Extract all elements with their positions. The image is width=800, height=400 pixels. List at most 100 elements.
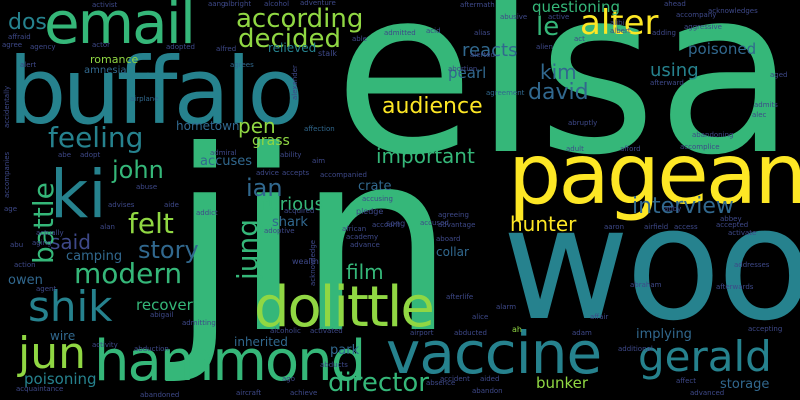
word-owen: owen xyxy=(8,273,43,288)
word-story: story xyxy=(138,236,199,264)
word-song: song xyxy=(386,219,406,228)
word-le: le xyxy=(536,12,560,42)
word-abu: abu xyxy=(10,241,24,249)
word-addict: addict xyxy=(196,209,218,217)
word-adopt: adopt xyxy=(80,151,101,159)
word-alice: alice xyxy=(472,313,489,321)
word-crate: crate xyxy=(358,179,392,194)
word-accuses: accuses xyxy=(200,154,253,169)
word-abandoned: abandoned xyxy=(140,391,180,399)
word-acid: acid xyxy=(426,27,441,35)
word-alec: alec xyxy=(752,111,767,119)
word-access: access xyxy=(674,223,698,231)
word-stalk: stalk xyxy=(318,49,338,58)
word-abortion: abortion xyxy=(448,65,478,73)
word-activist: activist xyxy=(92,1,118,9)
word-abducted: abducted xyxy=(454,329,487,337)
word-affair: affair xyxy=(590,313,609,321)
word-afterward: afterward xyxy=(650,79,684,87)
word-ian: ian xyxy=(246,174,283,202)
word-felt: felt xyxy=(128,207,174,240)
word-accident: accident xyxy=(440,375,470,383)
word-albright: albright xyxy=(224,0,252,8)
word-shik: shik xyxy=(28,282,113,331)
word-advantage: advantage xyxy=(438,221,476,229)
word-important: important xyxy=(376,144,475,168)
word-actually: actually xyxy=(36,229,64,237)
word-alexander: alexander xyxy=(291,65,299,100)
word-action: action xyxy=(14,261,36,269)
word-abduction: abduction xyxy=(134,345,169,353)
word-using: using xyxy=(650,60,699,81)
word-bunker: bunker xyxy=(536,374,589,392)
word-buffalo: buffalo xyxy=(8,38,304,145)
word-feeling: feeling xyxy=(48,121,144,154)
word-director: director xyxy=(328,368,429,398)
word-jin: jin xyxy=(170,97,455,388)
word-relieved: relieved xyxy=(268,41,317,55)
word-wealth: wealth xyxy=(292,257,319,266)
word-agree: agree xyxy=(2,41,23,49)
word-audience: audience xyxy=(382,94,483,119)
word-jung: jung xyxy=(231,218,264,280)
word-interview: interview xyxy=(632,194,734,219)
word-ago: ago xyxy=(282,375,296,383)
word-agreeing: agreeing xyxy=(438,211,469,219)
word-ah: ah xyxy=(512,325,522,334)
word-addresses: addresses xyxy=(734,261,770,269)
word-dolittle: dolittle xyxy=(254,275,435,340)
word-poisoned: poisoned xyxy=(688,40,757,58)
word-accepted: accepted xyxy=(716,221,749,229)
word-african: african xyxy=(342,225,367,233)
word-additional: additional xyxy=(618,345,653,353)
word-alerted: alerted xyxy=(470,51,495,59)
word-accused: accused xyxy=(420,219,449,227)
word-absence: absence xyxy=(426,379,456,387)
word-hunter: hunter xyxy=(510,212,577,236)
word-abraham: abraham xyxy=(630,281,662,289)
word-abe: abe xyxy=(58,151,72,159)
word-aided: aided xyxy=(480,375,500,383)
word-according: according xyxy=(236,4,364,34)
word-abandoning: abandoning xyxy=(692,131,734,139)
word-pen: pen xyxy=(238,114,276,138)
word-dos: dos xyxy=(8,10,47,35)
word-afterwards: afterwards xyxy=(716,283,754,291)
word-aggressive: aggressive xyxy=(684,23,722,31)
word-alias: alias xyxy=(474,29,491,37)
word-gerald: gerald xyxy=(638,332,772,381)
word-academy: academy xyxy=(346,233,379,241)
word-account: account xyxy=(372,221,400,229)
word-admitting: admitting xyxy=(182,319,216,327)
word-affection: affection xyxy=(304,125,335,133)
word-acknowledges: acknowledges xyxy=(708,7,758,15)
word-aboard: aboard xyxy=(436,235,461,243)
word-questioning: questioning xyxy=(532,0,621,16)
word-alter: alter xyxy=(580,3,659,43)
word-collar: collar xyxy=(436,245,469,259)
word-acknowledge: acknowledge xyxy=(309,239,317,286)
word-grass: grass xyxy=(252,133,290,149)
word-decided: decided xyxy=(238,24,342,54)
word-actor: actor xyxy=(92,41,111,49)
word-alien: alien xyxy=(536,43,553,51)
word-acquaintance: acquaintance xyxy=(16,385,64,393)
word-storage: storage xyxy=(720,377,770,392)
word-film: film xyxy=(346,260,384,284)
word-adoptive: adoptive xyxy=(264,227,295,235)
word-accomplice: accomplice xyxy=(680,143,720,151)
word-advises: advises xyxy=(108,201,135,209)
word-activate: activate xyxy=(728,229,757,237)
word-pearl: pearl xyxy=(448,64,487,82)
word-alan: alan xyxy=(100,223,115,231)
word-agency: agency xyxy=(30,43,56,51)
word-act: act xyxy=(574,35,585,43)
word-admitted: admitted xyxy=(384,29,416,37)
word-aang: aang xyxy=(208,0,226,8)
word-advance: advance xyxy=(350,241,380,249)
word-ahead: ahead xyxy=(664,0,686,8)
word-abusive: abusive xyxy=(500,13,528,21)
word-david: david xyxy=(528,80,589,105)
word-reacts: reacts xyxy=(462,40,518,61)
word-airport: airport xyxy=(410,329,434,337)
